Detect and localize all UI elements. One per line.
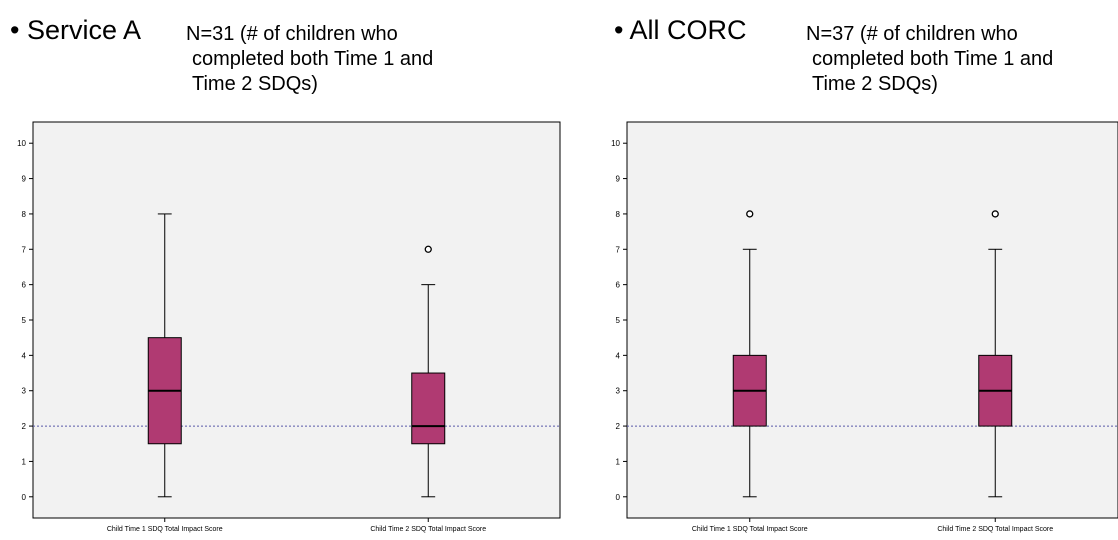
service-a-note-line-3: Time 2 SDQs): [192, 73, 318, 95]
y-tick-label: 7: [22, 245, 27, 254]
y-tick-label: 10: [17, 139, 26, 148]
service-a-note-line-2: completed both Time 1 and: [192, 48, 434, 70]
x-category-label: Child Time 2 SDQ Total Impact Score: [370, 526, 486, 533]
all-corc-title: • All CORC: [614, 15, 747, 45]
all-corc-note-line-3: Time 2 SDQs): [812, 73, 938, 95]
y-tick-label: 5: [616, 316, 621, 325]
all-corc-boxplot: 0 1 2 3 4 5 6 7 8 9 10 Child Time 1 SDQ Total Impac…: [611, 121, 1118, 533]
outlier-point: [746, 210, 754, 218]
y-tick-label: 3: [616, 387, 621, 396]
plot-frame: [626, 121, 1118, 519]
outlier-point: [424, 245, 432, 253]
service-a-sample-note: N=31 (# of children who completed both T…: [186, 22, 433, 97]
outlier-point: [991, 210, 999, 218]
y-tick-label: 0: [616, 493, 621, 502]
all-corc-note-line-2: completed both Time 1 and: [812, 48, 1054, 70]
y-tick-label: 2: [22, 422, 27, 431]
y-tick-label: 7: [616, 245, 621, 254]
x-category-label: Child Time 2 SDQ Total Impact Score: [937, 526, 1053, 533]
x-category-label: Child Time 1 SDQ Total Impact Score: [107, 526, 223, 533]
y-tick-label: 10: [611, 139, 620, 148]
all-corc-note-line-1: N=37 (# of children who: [806, 23, 1018, 45]
service-a-note-line-1: N=31 (# of children who: [186, 23, 398, 45]
y-tick-label: 8: [22, 210, 27, 219]
y-tick-label: 4: [616, 351, 621, 360]
plot-frame: [32, 121, 561, 519]
service-a-panel: • Service A N=31 (# of children who comp…: [10, 15, 561, 533]
y-tick-label: 6: [22, 281, 27, 290]
y-tick-label: 5: [22, 316, 27, 325]
box: [411, 372, 446, 445]
y-tick-label: 0: [22, 493, 27, 502]
all-corc-panel: • All CORC N=37 (# of children who compl…: [600, 0, 1118, 540]
y-tick-label: 9: [22, 175, 27, 184]
service-a-boxplot: 0 1 2 3 4 5 6 7 8 9 10 Child Time 1 SDQ Total Impac…: [17, 121, 561, 533]
x-category-label: Child Time 1 SDQ Total Impact Score: [692, 526, 808, 533]
y-tick-label: 6: [616, 281, 621, 290]
y-tick-label: 4: [22, 351, 27, 360]
y-tick-label: 2: [616, 422, 621, 431]
all-corc-sample-note: N=37 (# of children who completed both T…: [806, 22, 1053, 97]
y-tick-label: 1: [616, 457, 621, 466]
y-tick-label: 3: [22, 387, 27, 396]
service-a-title: • Service A: [10, 15, 142, 45]
y-tick-label: 9: [616, 175, 621, 184]
y-tick-label: 8: [616, 210, 621, 219]
y-tick-label: 1: [22, 457, 27, 466]
